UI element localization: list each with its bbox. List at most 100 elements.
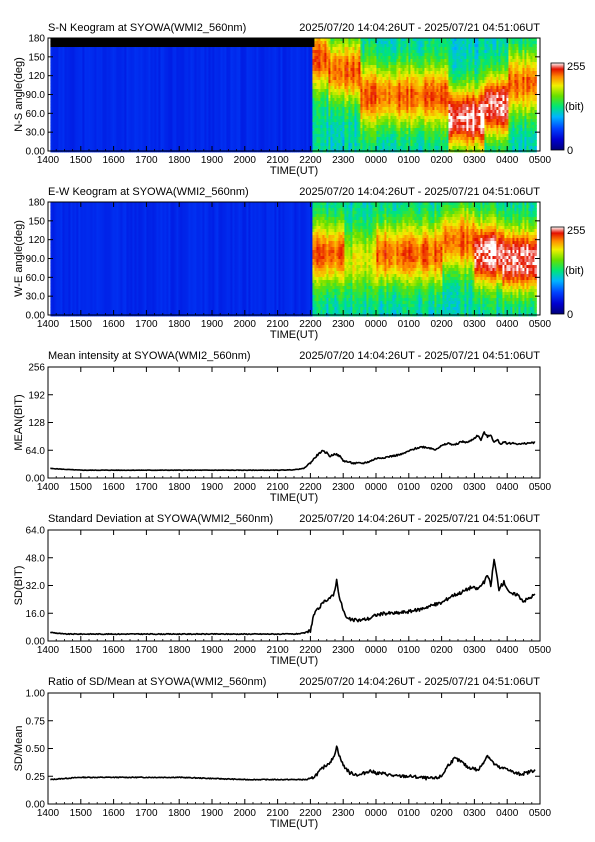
keogram-cell — [172, 38, 175, 42]
keogram-cell — [124, 119, 127, 123]
keogram-image — [50, 38, 537, 153]
keogram-cell — [102, 125, 105, 129]
keogram-cell — [180, 146, 183, 150]
keogram-cell — [82, 38, 85, 42]
keogram-cell — [88, 107, 91, 111]
keogram-cell — [56, 89, 59, 93]
keogram-cell — [140, 113, 143, 117]
keogram-cell — [176, 137, 179, 141]
keogram-cell — [120, 146, 123, 150]
keogram-cell — [70, 134, 73, 138]
keogram-cell — [188, 71, 191, 75]
keogram-cell — [180, 119, 183, 123]
keogram-cell — [54, 68, 57, 72]
keogram-cell — [112, 80, 115, 84]
keogram-cell — [170, 119, 173, 123]
keogram-cell — [112, 74, 115, 78]
keogram-cell — [140, 77, 143, 81]
keogram-cell — [152, 128, 155, 132]
keogram-cell — [142, 122, 145, 126]
keogram-cell — [146, 128, 149, 132]
keogram-cell — [128, 53, 131, 57]
keogram-cell — [186, 140, 189, 144]
keogram-cell — [118, 146, 121, 150]
keogram-cell — [108, 65, 111, 69]
keogram-cell — [164, 68, 167, 72]
keogram-cell — [88, 44, 91, 48]
keogram-cell — [154, 98, 157, 102]
keogram-cell — [190, 38, 193, 42]
keogram-cell — [72, 110, 75, 114]
keogram-cell — [102, 44, 105, 48]
keogram-cell — [166, 44, 169, 48]
keogram-cell — [188, 131, 191, 135]
keogram-cell — [188, 125, 191, 129]
keogram-cell — [176, 95, 179, 99]
keogram-cell — [166, 122, 169, 126]
keogram-cell — [54, 131, 57, 135]
keogram-cell — [108, 98, 111, 102]
keogram-cell — [158, 68, 161, 72]
keogram-cell — [176, 110, 179, 114]
keogram-cell — [56, 74, 59, 78]
keogram-cell — [140, 53, 143, 57]
keogram-cell — [176, 50, 179, 54]
keogram-cell — [86, 44, 89, 48]
keogram-cell — [132, 74, 135, 78]
keogram-cell — [104, 68, 107, 72]
keogram-cell — [100, 47, 103, 51]
keogram-cell — [116, 92, 119, 96]
keogram-cell — [194, 68, 197, 72]
keogram-cell — [150, 95, 153, 99]
keogram-cell — [114, 101, 117, 105]
keogram-cell — [132, 83, 135, 87]
keogram-cell — [86, 119, 89, 123]
keogram-cell — [94, 41, 97, 45]
keogram-cell — [102, 104, 105, 108]
keogram-cell — [182, 38, 185, 42]
keogram-cell — [104, 86, 107, 90]
keogram-cell — [102, 131, 105, 135]
keogram-cell — [160, 107, 163, 111]
keogram-cell — [88, 131, 91, 135]
keogram-cell — [184, 140, 187, 144]
keogram-cell — [62, 122, 65, 126]
keogram-cell — [72, 134, 75, 138]
keogram-cell — [104, 50, 107, 54]
keogram-cell — [94, 62, 97, 66]
keogram-cell — [144, 137, 147, 141]
keogram-cell — [146, 113, 149, 117]
keogram-cell — [136, 68, 139, 72]
keogram-cell — [144, 113, 147, 117]
keogram-cell — [54, 113, 57, 117]
keogram-cell — [152, 113, 155, 117]
keogram-cell — [94, 89, 97, 93]
keogram-cell — [66, 95, 69, 99]
keogram-cell — [178, 110, 181, 114]
keogram-cell — [64, 83, 67, 87]
keogram-cell — [136, 113, 139, 117]
keogram-cell — [96, 50, 99, 54]
keogram-cell — [54, 146, 57, 150]
keogram-cell — [132, 143, 135, 147]
keogram-cell — [56, 119, 59, 123]
keogram-cell — [50, 38, 53, 42]
keogram-cell — [50, 143, 53, 147]
keogram-cell — [50, 77, 53, 81]
keogram-cell — [128, 104, 131, 108]
keogram-cell — [188, 56, 191, 60]
keogram-cell — [158, 59, 161, 63]
keogram-cell — [94, 86, 97, 90]
keogram-cell — [162, 137, 165, 141]
keogram-cell — [128, 89, 131, 93]
keogram-cell — [108, 71, 111, 75]
keogram-cell — [64, 77, 67, 81]
keogram-cell — [194, 80, 197, 84]
keogram-cell — [182, 116, 185, 120]
keogram-cell — [118, 131, 121, 135]
keogram-cell — [180, 137, 183, 141]
keogram-cell — [58, 119, 61, 123]
keogram-cell — [108, 122, 111, 126]
keogram-cell — [154, 89, 157, 93]
keogram-cell — [50, 71, 53, 75]
